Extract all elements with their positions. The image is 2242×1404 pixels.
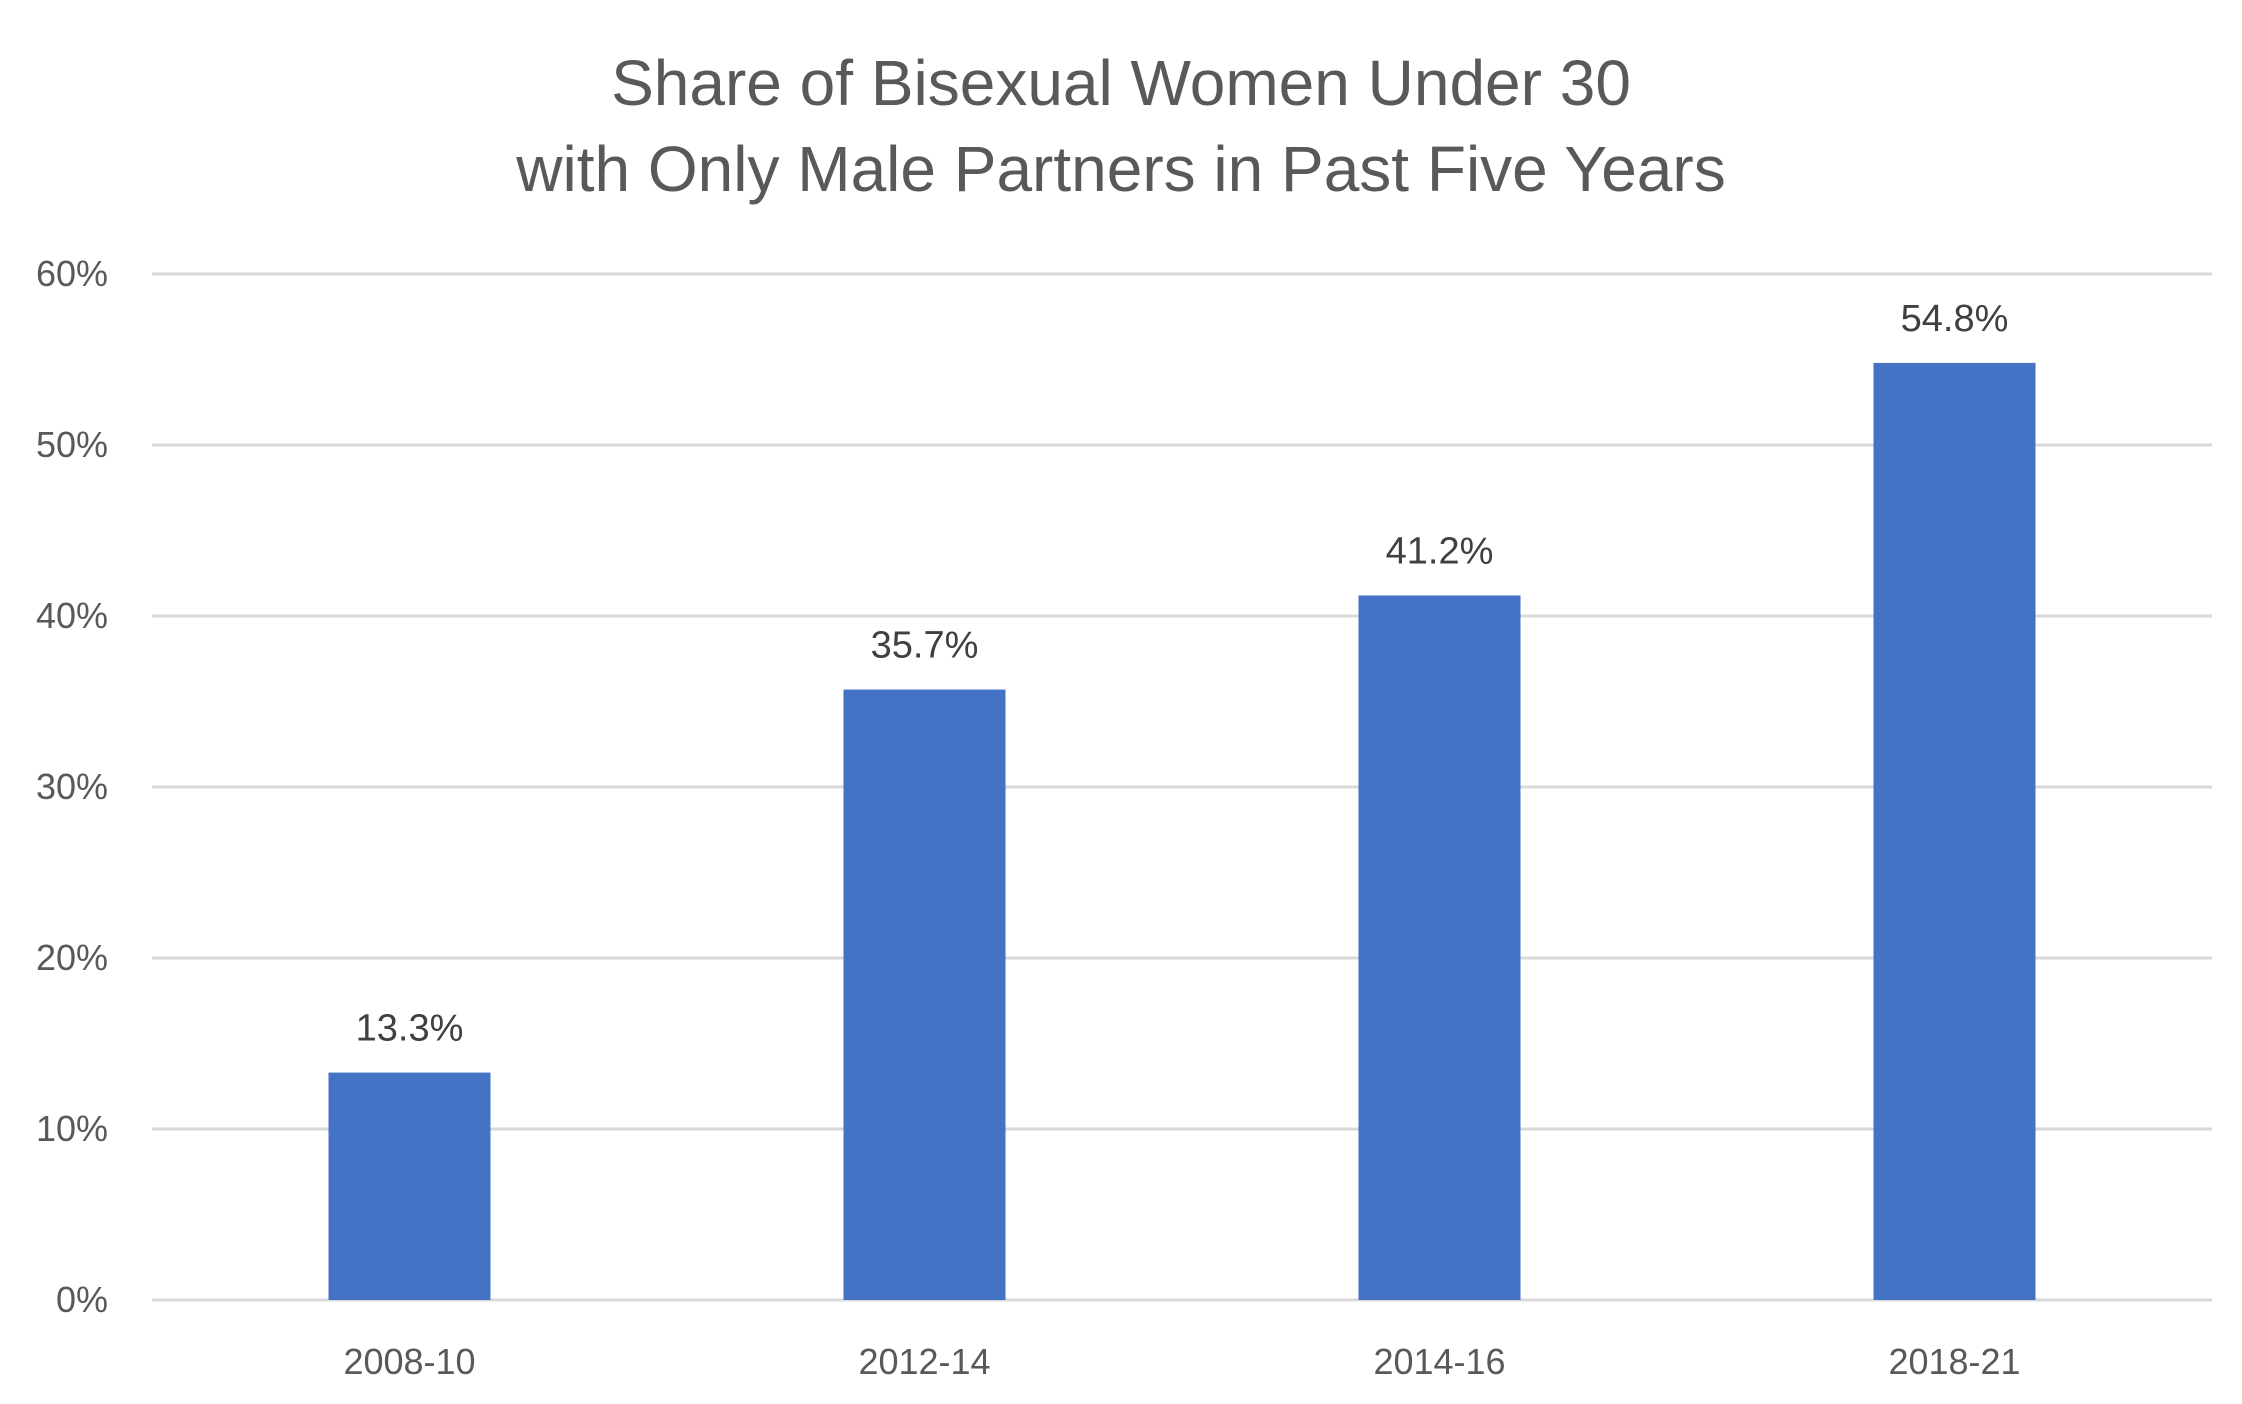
y-tick-label-6: 60% bbox=[36, 253, 108, 294]
y-tick-label-2: 20% bbox=[36, 937, 108, 978]
gridlines bbox=[152, 272, 2212, 1302]
y-tick-label-1: 10% bbox=[36, 1108, 108, 1149]
data-label-2014-16: 41.2% bbox=[1386, 530, 1494, 572]
y-axis-tick-labels: 0% 10% 20% 30% 40% 50% 60% bbox=[36, 253, 108, 1320]
bar-2012-14 bbox=[843, 689, 1006, 1300]
chart-title-line-1: Share of Bisexual Women Under 30 bbox=[611, 47, 1631, 119]
y-tick-label-0: 0% bbox=[56, 1279, 108, 1320]
x-tick-label-2018-21: 2018-21 bbox=[1888, 1341, 2020, 1382]
x-tick-label-2008-10: 2008-10 bbox=[343, 1341, 475, 1382]
bar-2008-10 bbox=[328, 1072, 491, 1300]
data-label-2012-14: 35.7% bbox=[871, 625, 979, 667]
chart-title: Share of Bisexual Women Under 30 with On… bbox=[0, 40, 2242, 212]
bar-2014-16 bbox=[1358, 595, 1521, 1300]
chart-title-line-2: with Only Male Partners in Past Five Yea… bbox=[516, 133, 1726, 205]
y-tick-label-4: 40% bbox=[36, 595, 108, 636]
bar-2018-21 bbox=[1873, 362, 2036, 1300]
bars bbox=[328, 362, 2036, 1300]
y-tick-label-3: 30% bbox=[36, 766, 108, 807]
x-tick-label-2012-14: 2012-14 bbox=[858, 1341, 990, 1382]
x-axis-tick-labels: 2008-10 2012-14 2014-16 2018-21 bbox=[343, 1341, 2020, 1382]
y-tick-label-5: 50% bbox=[36, 424, 108, 465]
data-label-2018-21: 54.8% bbox=[1901, 298, 2009, 340]
data-label-2008-10: 13.3% bbox=[356, 1008, 464, 1050]
data-labels: 13.3% 35.7% 41.2% 54.8% bbox=[356, 298, 2009, 1050]
x-tick-label-2014-16: 2014-16 bbox=[1373, 1341, 1505, 1382]
